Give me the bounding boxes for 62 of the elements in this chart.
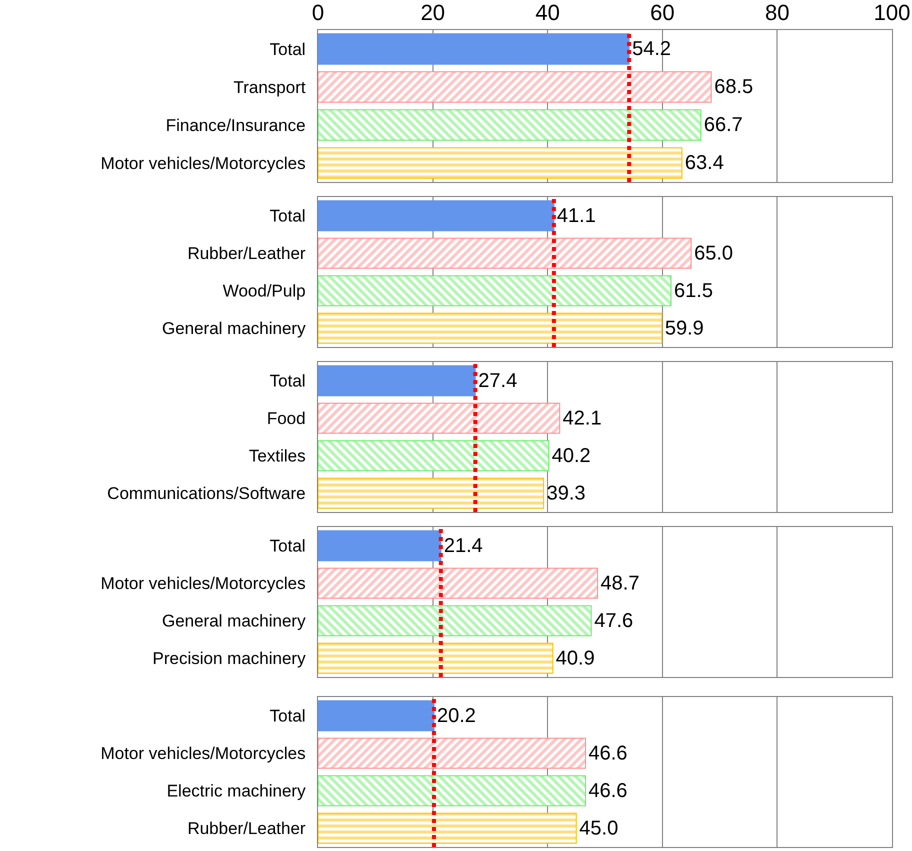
x-tick-label: 40	[535, 0, 560, 26]
bar	[318, 605, 592, 636]
bar	[318, 530, 442, 562]
y-tick-label: Precision machinery	[152, 649, 306, 668]
y-tick-label: Finance/Insurance	[166, 116, 306, 135]
bar	[318, 642, 554, 674]
data-label: 39.3	[546, 482, 586, 504]
data-label: 59.9	[664, 317, 704, 340]
bar	[318, 478, 544, 509]
data-label: 41.1	[556, 204, 596, 227]
y-tick-label: Motor vehicles/Motorcycles	[100, 154, 306, 173]
x-tick-label: 100	[874, 0, 910, 26]
y-tick-label: Total	[270, 206, 306, 226]
y-tick-label: Food	[266, 409, 306, 428]
data-label: 40.2	[552, 444, 591, 467]
data-label: 63.4	[684, 152, 724, 174]
bar	[318, 440, 550, 472]
y-tick-label: Total	[270, 372, 306, 391]
y-tick-label: Total	[270, 536, 306, 556]
x-tick-label: 0	[312, 0, 324, 26]
data-label: 20.2	[436, 704, 476, 727]
data-label: 27.4	[478, 370, 518, 392]
data-label: 46.6	[588, 742, 628, 764]
bar	[318, 365, 476, 396]
y-tick-label: General machinery	[162, 612, 306, 631]
data-label: 68.5	[714, 76, 754, 98]
y-tick-label: Motor vehicles/Motorcycles	[100, 744, 306, 764]
bar	[318, 275, 672, 306]
bar	[318, 568, 598, 599]
bar	[318, 402, 560, 434]
bar	[318, 312, 662, 344]
y-tick-label: Rubber/Leather	[187, 244, 306, 264]
y-tick-label: Total	[270, 40, 306, 59]
data-label: 66.7	[704, 114, 743, 136]
bar	[318, 147, 682, 179]
y-tick-label: Rubber/Leather	[187, 819, 306, 838]
bar	[318, 71, 712, 103]
data-label: 42.1	[562, 407, 602, 430]
data-label: 48.7	[600, 572, 640, 594]
y-tick-label: General machinery	[162, 319, 306, 338]
data-label: 45.0	[579, 817, 618, 840]
data-label: 47.6	[594, 610, 634, 632]
y-tick-label: Motor vehicles/Motorcycles	[100, 574, 306, 594]
data-label: 54.2	[632, 38, 672, 60]
bar	[318, 200, 554, 232]
data-label: 61.5	[674, 280, 713, 302]
data-label: 46.6	[588, 780, 628, 802]
x-tick-label: 60	[650, 0, 675, 26]
y-tick-label: Wood/Pulp	[222, 282, 306, 301]
bar	[318, 33, 630, 65]
y-tick-label: Transport	[233, 78, 306, 97]
y-tick-label: Electric machinery	[166, 782, 306, 801]
x-tick-label: 20	[420, 0, 446, 26]
x-tick-label: 80	[764, 0, 790, 26]
y-tick-label: Total	[270, 706, 306, 726]
y-tick-label: Textiles	[248, 446, 306, 466]
bar	[318, 109, 702, 141]
data-label: 65.0	[694, 242, 734, 264]
bar	[318, 238, 692, 269]
data-label: 21.4	[444, 534, 483, 557]
y-tick-label: Communications/Software	[107, 484, 306, 504]
data-label: 40.9	[556, 647, 595, 670]
